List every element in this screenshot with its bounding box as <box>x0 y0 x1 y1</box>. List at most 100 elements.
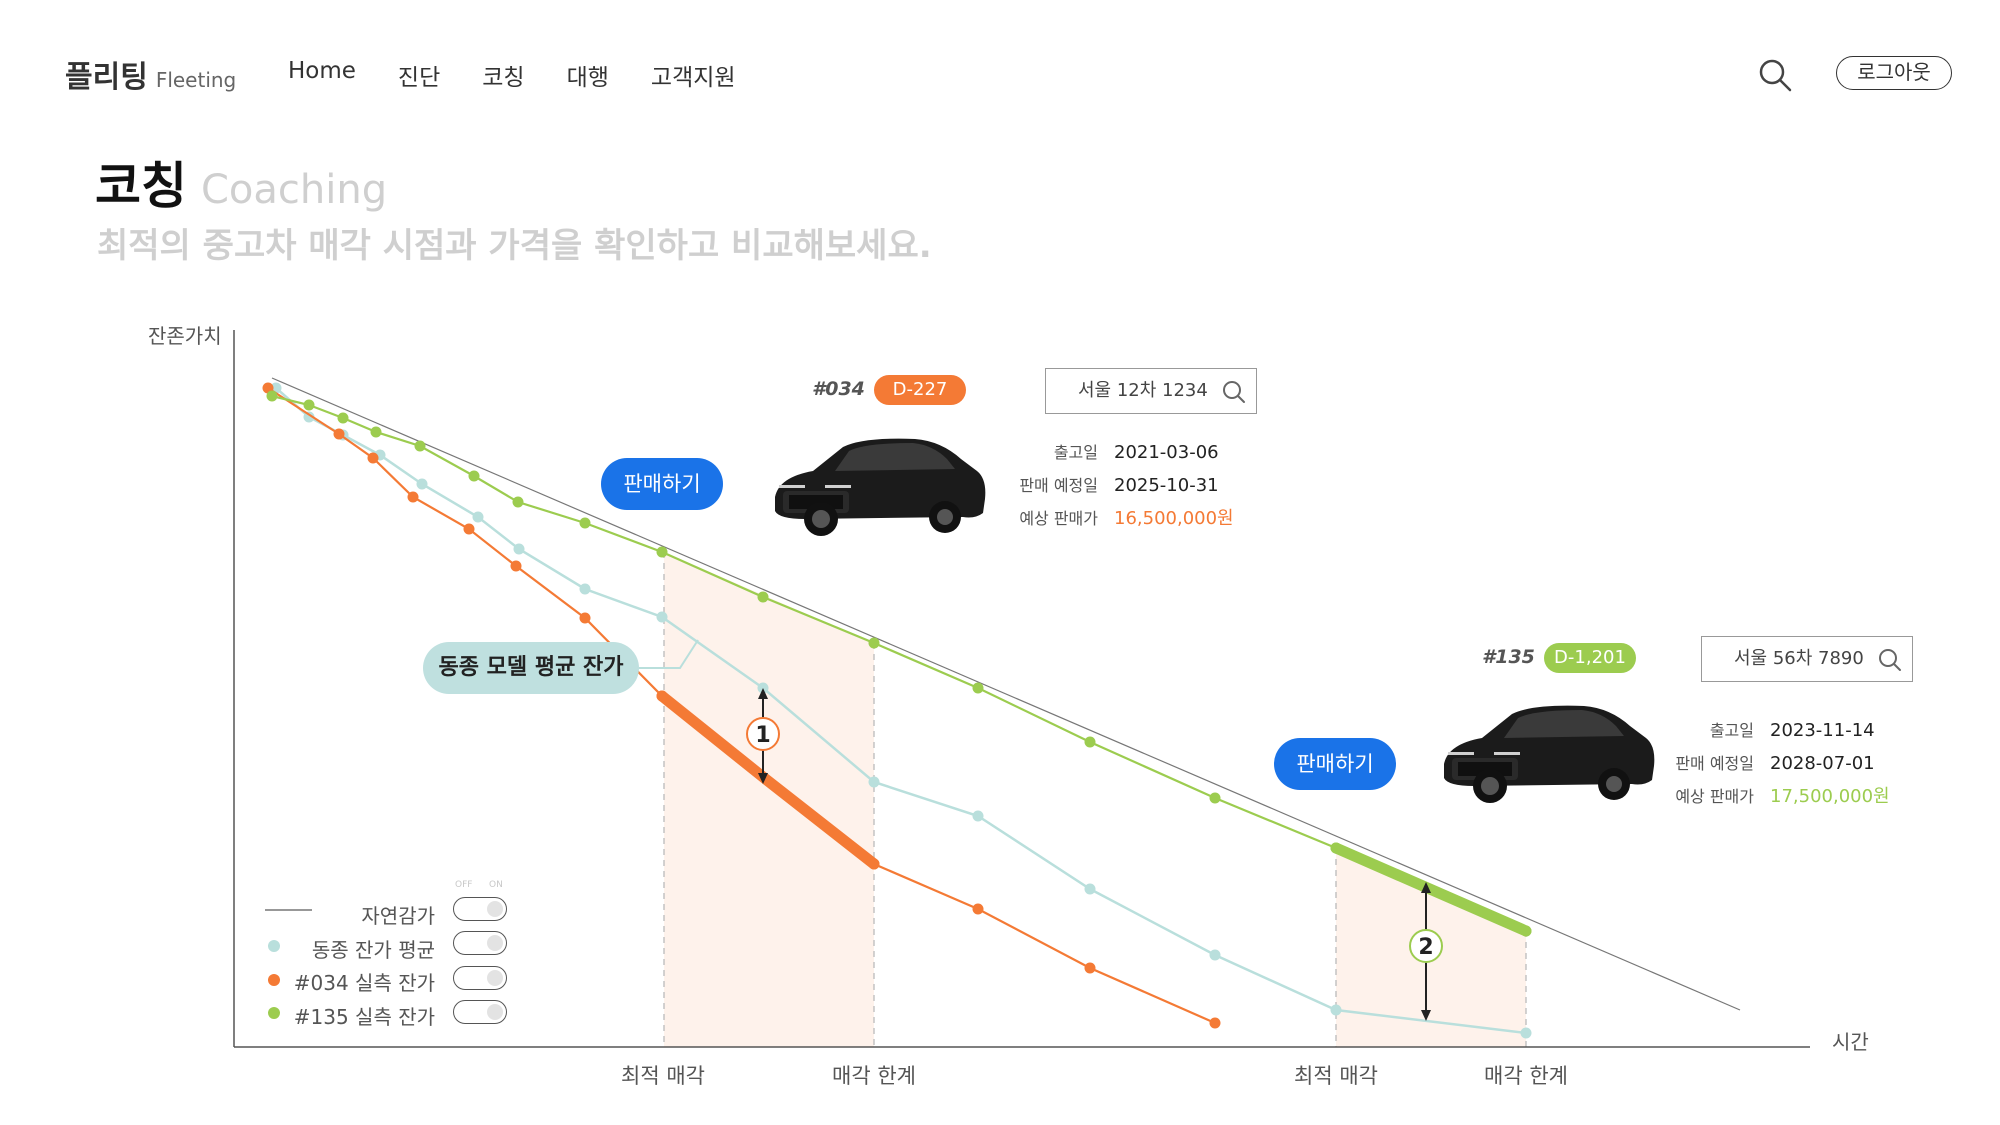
car-image-034 <box>775 438 986 536</box>
toggle-natural-depreciation[interactable] <box>453 897 507 921</box>
legend-034-mark <box>268 974 280 986</box>
car-135-point <box>1209 792 1221 804</box>
avg-point <box>513 543 525 555</box>
car-135-point <box>972 682 984 694</box>
car-034-point <box>579 612 591 624</box>
search-icon[interactable] <box>1878 648 1902 672</box>
car-info-034: 출고일 2021-03-06 판매 예정일 2025-10-31 예상 판매가 16,… <box>1000 436 1234 535</box>
dday-badge-034: D-227 <box>874 375 966 405</box>
x-axis-title: 시간 <box>1832 1030 1869 1054</box>
toggle-knob <box>487 1004 503 1020</box>
nav-item-support[interactable]: 고객지원 <box>650 65 736 91</box>
toggle-car-034[interactable] <box>453 966 507 990</box>
gap-marker-1-label: 1 <box>755 723 770 748</box>
avg-point <box>868 776 880 788</box>
dday-badge-135: D-1,201 <box>1544 643 1636 673</box>
avg-point <box>472 511 484 523</box>
legend-label-avg: 동종 잔가 평균 <box>311 938 435 962</box>
page-title: 코칭 Coaching <box>95 146 387 218</box>
car-135-highlight-segment <box>1330 842 1532 937</box>
toggle-knob <box>487 935 503 951</box>
avg-callout-connector <box>639 639 699 669</box>
release-date-key: 출고일 <box>1053 443 1098 462</box>
expected-price-value: 17,500,000원 <box>1770 786 1890 807</box>
legend-135-mark <box>268 1007 280 1019</box>
toggle-on-caption: ON <box>489 880 503 890</box>
page-title-korean: 코칭 <box>95 157 187 215</box>
gap-arrow-2: 2 <box>1409 882 1443 1021</box>
avg-point <box>303 411 315 423</box>
planned-sale-date-value: 2028-07-01 <box>1770 753 1875 774</box>
avg-point <box>1520 1027 1532 1039</box>
sell-button-135[interactable]: 판매하기 <box>1274 738 1396 790</box>
sale-window-shade-034 <box>664 552 874 1047</box>
car-info-135: 출고일 2023-11-14 판매 예정일 2028-07-01 예상 판매가 17,… <box>1656 714 1890 813</box>
nav-item-agency[interactable]: 대행 <box>566 65 609 91</box>
car-image-135 <box>1444 705 1655 803</box>
car-034-point <box>510 560 522 572</box>
toggle-knob <box>487 970 503 986</box>
car-034-point <box>333 428 345 440</box>
car-135-points <box>266 390 1532 937</box>
avg-point <box>416 478 428 490</box>
car-135-point <box>512 496 524 508</box>
logo-english-text: Fleeting <box>155 68 237 92</box>
natural-depreciation-line <box>271 377 1741 1011</box>
x-label-optimal-sale-034: 최적 매각 <box>621 1064 705 1088</box>
toggle-knob <box>487 901 503 917</box>
nav-item-diagnosis[interactable]: 진단 <box>397 65 441 91</box>
car-id-135: #135 <box>1482 646 1535 668</box>
logout-button[interactable]: 로그아웃 <box>1836 56 1952 90</box>
car-id-034: #034 <box>812 378 865 400</box>
car-034-point <box>407 491 419 503</box>
nav-item-coaching[interactable]: 코칭 <box>482 65 525 91</box>
avg-point <box>1330 1004 1342 1016</box>
release-date-value: 2023-11-14 <box>1770 720 1875 741</box>
car-135-point <box>656 546 668 558</box>
avg-residual-callout: 동종 모델 평균 잔가 <box>423 642 639 694</box>
x-label-optimal-sale-135: 최적 매각 <box>1294 1064 1378 1088</box>
nav-item-home[interactable]: Home <box>288 58 356 84</box>
toggle-off-caption: OFF <box>455 880 473 890</box>
car-034-point <box>367 452 379 464</box>
sell-button-034[interactable]: 판매하기 <box>601 458 723 510</box>
car-135-point <box>266 390 278 402</box>
planned-sale-date-key: 판매 예정일 <box>1019 476 1098 495</box>
car-135-point <box>1330 842 1342 854</box>
car-034-point <box>868 858 880 870</box>
x-label-sale-limit-034: 매각 한계 <box>832 1064 916 1088</box>
search-icon[interactable] <box>1222 380 1246 404</box>
car-034-point <box>463 523 475 535</box>
gap-arrow-1: 1 <box>746 688 780 784</box>
avg-point <box>656 611 668 623</box>
car-135-point <box>468 470 480 482</box>
toggle-avg-residual[interactable] <box>453 931 507 955</box>
car-135-point <box>757 591 769 603</box>
legend-label-034: #034 실측 잔가 <box>293 971 435 995</box>
car-135-point <box>303 399 315 411</box>
toggle-car-135[interactable] <box>453 1000 507 1024</box>
planned-sale-date-value: 2025-10-31 <box>1114 475 1219 496</box>
car-034-point <box>1209 1017 1221 1029</box>
expected-price-key: 예상 판매가 <box>1675 787 1754 806</box>
y-axis-title: 잔존가치 <box>148 324 222 348</box>
logo-korean-text: 플리팅 <box>65 60 148 95</box>
logo[interactable]: 플리팅 Fleeting <box>65 52 236 96</box>
car-135-point <box>370 426 382 438</box>
release-date-key: 출고일 <box>1709 721 1754 740</box>
page-subtitle: 최적의 중고차 매각 시점과 가격을 확인하고 비교해보세요. <box>97 226 932 266</box>
car-034-point <box>1084 962 1096 974</box>
expected-price-value: 16,500,000원 <box>1114 508 1234 529</box>
gap-marker-2-label: 2 <box>1418 935 1433 960</box>
car-135-point <box>414 440 426 452</box>
car-135-point <box>1084 736 1096 748</box>
planned-sale-date-key: 판매 예정일 <box>1675 754 1754 773</box>
plate-search-input-135[interactable]: 서울 56차 7890 <box>1701 636 1913 682</box>
plate-search-input-034[interactable]: 서울 12차 1234 <box>1045 368 1257 414</box>
page-title-english: Coaching <box>201 167 388 213</box>
avg-point <box>579 583 591 595</box>
search-icon[interactable] <box>1758 58 1792 92</box>
car-135-point <box>579 517 591 529</box>
x-label-sale-limit-135: 매각 한계 <box>1484 1064 1568 1088</box>
